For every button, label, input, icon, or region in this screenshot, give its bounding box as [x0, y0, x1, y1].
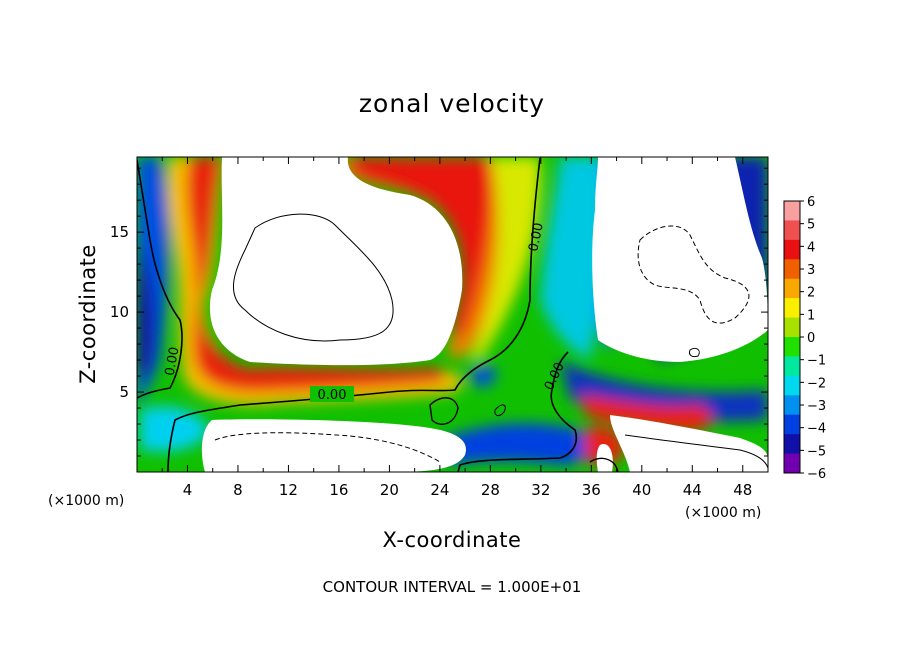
colorbar-swatch-2: [784, 239, 800, 260]
colorbar-label-10: −4: [807, 422, 826, 437]
colorbar-label-4: 2: [807, 286, 815, 301]
colorbar-swatch-1: [784, 220, 800, 241]
colorbar-swatch-13: [784, 453, 800, 474]
velocity-field: [137, 157, 768, 472]
colorbar-label-11: −5: [807, 444, 826, 459]
x-axis-unit-right: (×1000 m): [685, 505, 761, 521]
colorbar-label-6: 0: [807, 331, 815, 346]
colorbar-label-0: 6: [807, 195, 815, 210]
x-tick-label-11: 48: [733, 481, 752, 499]
x-axis-label: X-coordinate: [383, 528, 522, 552]
x-tick-label-7: 32: [531, 481, 550, 499]
x-tick-label-1: 8: [233, 481, 243, 499]
contour-interval-note: CONTOUR INTERVAL = 1.000E+01: [323, 578, 582, 596]
contour-label-2: 0.00: [526, 222, 547, 253]
contour-label-1: 0.00: [318, 388, 347, 403]
y-tick-label-1: 10: [110, 303, 129, 321]
colorbar-label-7: −1: [807, 354, 826, 369]
colorbar-swatch-3: [784, 259, 800, 280]
x-tick-label-10: 44: [683, 481, 702, 499]
contour-label-3: 0.00: [163, 346, 183, 377]
colorbar-label-2: 4: [807, 240, 815, 255]
colorbar-swatch-0: [784, 201, 800, 221]
colorbar-labels: 6 5 4 3 2 1 0 −1 −2 −3 −4 −5 −6: [800, 195, 826, 482]
colorbar-swatch-7: [784, 337, 800, 357]
colorbar-label-3: 3: [807, 263, 815, 278]
y-tick-label-2: 15: [110, 223, 129, 241]
y-axis-ticks: 5 10 15: [110, 167, 768, 457]
contour-line-bottom-right: [624, 434, 768, 469]
x-axis-unit-left: (×1000 m): [48, 493, 124, 509]
contour-line-top-left: [232, 213, 394, 342]
x-tick-label-0: 4: [183, 481, 193, 499]
zero-contour-small: [429, 397, 459, 425]
colorbar-swatch-6: [784, 317, 800, 338]
x-tick-label-4: 20: [380, 481, 399, 499]
colorbar-label-12: −6: [807, 467, 826, 482]
dashed-contour-bottom: [214, 432, 441, 463]
colorbar-swatch-11: [784, 414, 800, 435]
zero-contour-left: [137, 159, 183, 399]
colorbar-swatch-4: [784, 278, 800, 299]
y-axis-label: Z-coordinate: [76, 244, 100, 384]
x-tick-label-2: 12: [279, 481, 298, 499]
x-tick-label-8: 36: [582, 481, 601, 499]
contour-label-bg-1: [310, 386, 354, 402]
colorbar-label-8: −2: [807, 376, 826, 391]
zero-contour-right: [457, 351, 578, 472]
x-tick-label-9: 40: [632, 481, 651, 499]
colorbar-swatch-9: [784, 375, 800, 396]
colorbar-label-1: 5: [807, 218, 815, 233]
y-tick-label-0: 5: [119, 383, 129, 401]
x-tick-label-3: 16: [329, 481, 348, 499]
zero-contour-main: [167, 157, 541, 472]
colorbar-swatch-8: [784, 356, 800, 377]
x-axis-ticks: 4 8 12 16 20 24 28 32 36 40 44 48: [161, 157, 752, 499]
plot-frame: [136, 156, 769, 473]
colorbar: [783, 200, 801, 474]
colorbar-swatch-12: [784, 434, 800, 455]
chart-title: zonal velocity: [359, 89, 545, 118]
x-tick-label-5: 24: [430, 481, 449, 499]
contour-lines: [137, 157, 768, 472]
colorbar-swatch-5: [784, 298, 800, 319]
colorbar-swatch-10: [784, 395, 800, 416]
x-tick-label-6: 28: [481, 481, 500, 499]
colorbar-label-9: −3: [807, 399, 826, 414]
dashed-contour-right: [637, 225, 750, 324]
colorbar-label-5: 1: [807, 308, 815, 323]
